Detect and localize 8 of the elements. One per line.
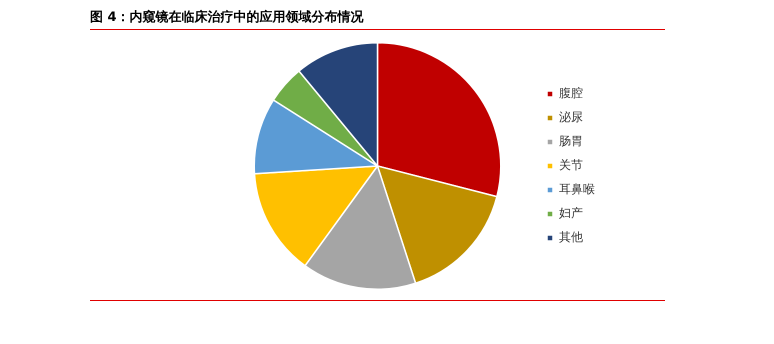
- legend-label: 关节: [559, 158, 583, 172]
- legend-label: 耳鼻喉: [559, 182, 595, 196]
- legend-label: 腹腔: [559, 86, 583, 100]
- legend-label: 其他: [559, 230, 583, 244]
- chart-title: 图 4：内窥镜在临床治疗中的应用领域分布情况: [90, 8, 665, 30]
- legend-label: 泌尿: [559, 110, 583, 124]
- legend-label: 妇产: [559, 206, 583, 220]
- legend-label: 肠胃: [559, 134, 583, 148]
